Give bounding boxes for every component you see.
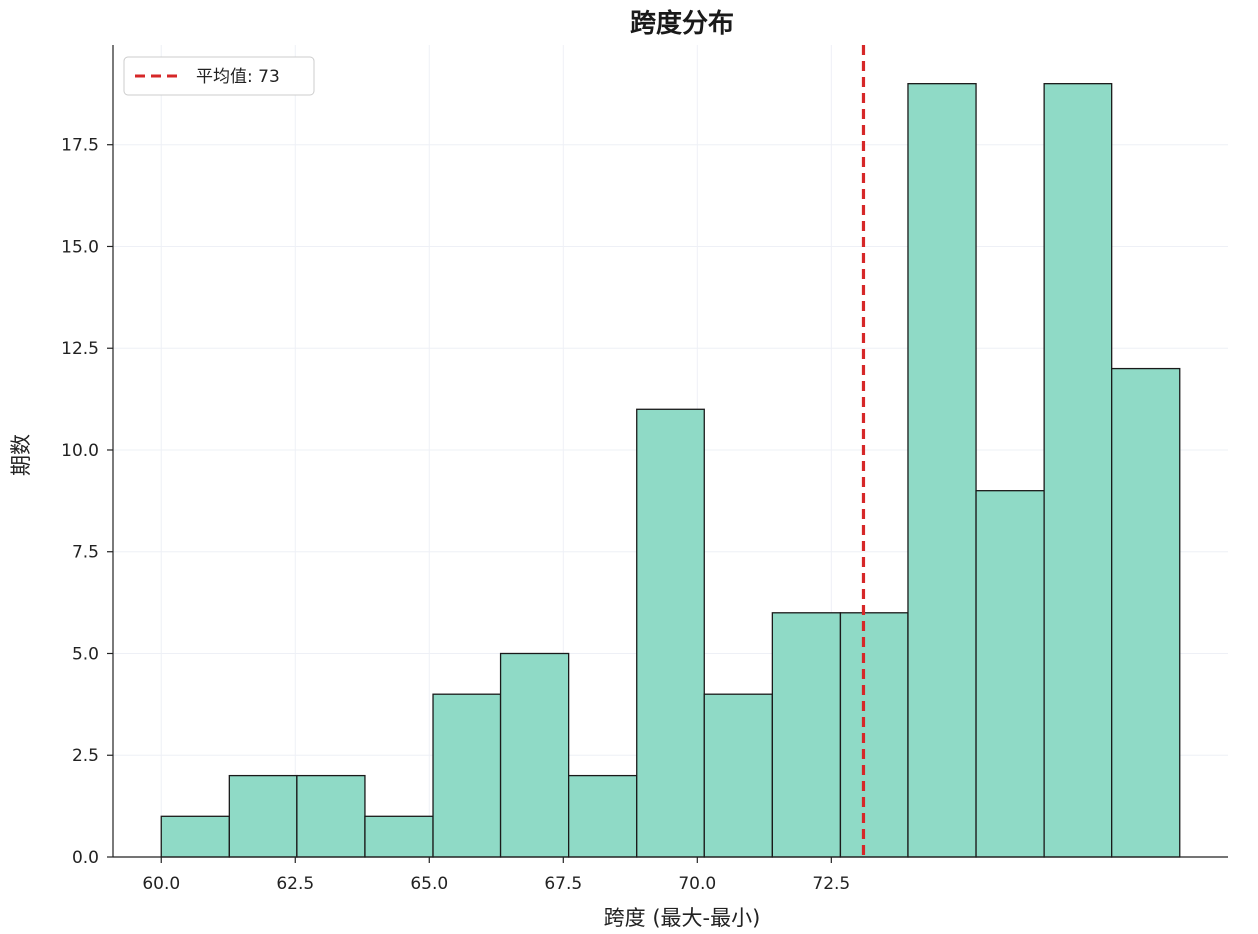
legend: 平均值: 73 bbox=[123, 56, 315, 96]
x-tick-label: 62.5 bbox=[276, 874, 314, 894]
axes bbox=[112, 45, 1228, 858]
y-axis-label: 期数 bbox=[9, 434, 33, 476]
x-tick-label: 60.0 bbox=[142, 874, 180, 894]
y-tick-label: 17.5 bbox=[61, 136, 99, 156]
x-axis-label: 跨度 (最大-最小) bbox=[604, 906, 761, 930]
ticks: 60.0 62.5 65.0 67.5 70.0 72.5 0.0 2.5 5.0 7.5 10.0… bbox=[61, 136, 850, 894]
y-tick-label: 5.0 bbox=[72, 644, 99, 664]
histogram-bar bbox=[296, 774, 366, 858]
histogram-bar bbox=[1111, 367, 1181, 858]
histogram-bar bbox=[499, 652, 570, 858]
histogram-bar bbox=[636, 408, 705, 858]
legend-mean-label: 平均值: 73 bbox=[196, 67, 280, 87]
histogram-bar bbox=[567, 774, 638, 858]
y-tick-label: 15.0 bbox=[61, 237, 99, 257]
y-tick-label: 7.5 bbox=[72, 543, 99, 563]
y-tick-label: 0.0 bbox=[72, 848, 99, 868]
histogram-bar bbox=[975, 490, 1045, 858]
histogram-bar bbox=[432, 693, 502, 858]
bars bbox=[160, 83, 1181, 858]
histogram-bar bbox=[364, 815, 434, 858]
x-tick-label: 70.0 bbox=[678, 874, 716, 894]
x-tick-label: 65.0 bbox=[410, 874, 448, 894]
histogram-bar bbox=[907, 83, 977, 858]
histogram-bar bbox=[160, 815, 230, 858]
chart-title: 跨度分布 bbox=[630, 8, 734, 39]
y-tick-label: 12.5 bbox=[61, 339, 99, 359]
y-tick-label: 10.0 bbox=[61, 441, 99, 461]
histogram-bar bbox=[771, 612, 842, 858]
legend-box bbox=[123, 56, 315, 96]
histogram-bar bbox=[228, 774, 298, 858]
histogram-bar bbox=[839, 612, 909, 858]
x-tick-label: 72.5 bbox=[812, 874, 850, 894]
histogram-bar bbox=[703, 693, 774, 858]
x-tick-label: 67.5 bbox=[544, 874, 582, 894]
y-tick-label: 2.5 bbox=[72, 746, 99, 766]
histogram-bar bbox=[1043, 83, 1113, 858]
